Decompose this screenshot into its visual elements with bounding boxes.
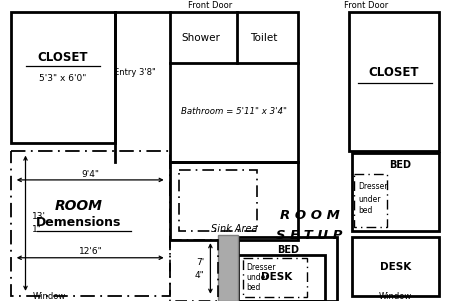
Bar [179,170,257,230]
Text: Demensions: Demensions [36,216,122,229]
Text: under: under [247,273,269,282]
Bar [228,255,325,300]
Text: 5'3" x 6'0": 5'3" x 6'0" [39,74,86,83]
Text: CLOSET: CLOSET [37,51,88,64]
Text: ROOM: ROOM [55,199,103,213]
Text: 12'6": 12'6" [79,247,103,256]
Text: DESK: DESK [261,272,292,282]
Text: 7': 7' [196,258,205,267]
Bar [351,153,439,230]
Text: DESK: DESK [380,262,411,271]
Text: Shower: Shower [181,33,220,43]
Bar [170,11,298,162]
Text: 1": 1" [32,225,42,234]
Text: Sink Area: Sink Area [211,223,257,233]
Bar [243,258,307,297]
Bar [11,11,115,143]
Text: Window: Window [379,292,412,301]
Text: R O O M: R O O M [280,209,340,222]
Bar [218,235,238,300]
Text: Window: Window [33,292,67,301]
Bar [351,237,439,296]
Text: under: under [358,194,381,204]
Text: Front Door: Front Door [188,1,233,10]
Text: 13': 13' [32,212,46,221]
Text: Dresser: Dresser [247,263,276,271]
Text: BED: BED [277,245,299,255]
Bar [238,237,337,300]
Text: bed: bed [247,283,261,292]
Bar [11,151,170,296]
Text: 4": 4" [195,271,205,280]
Text: 9'4": 9'4" [82,169,100,178]
Text: Entry 3'8": Entry 3'8" [113,68,155,77]
Text: Bathroom = 5'11" x 3'4": Bathroom = 5'11" x 3'4" [181,107,287,116]
Text: bed: bed [358,206,373,215]
Text: Toilet: Toilet [250,33,278,43]
Bar [170,240,218,300]
Text: S E T U P: S E T U P [276,229,343,242]
Text: BED: BED [389,160,411,170]
Text: Front Door: Front Door [344,1,388,10]
Text: Dresser: Dresser [358,182,388,191]
Bar [170,162,298,240]
Bar [349,11,439,151]
Text: CLOSET: CLOSET [368,66,418,79]
Bar [355,174,387,226]
